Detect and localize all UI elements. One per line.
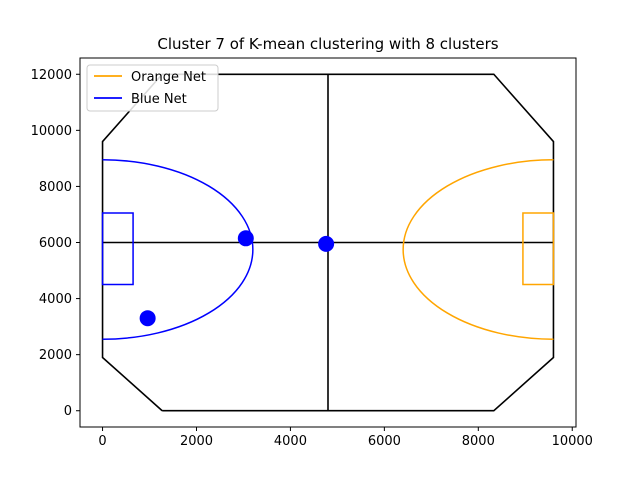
plot-area-frame xyxy=(79,57,577,428)
y-tick-label: 4000 xyxy=(39,292,72,307)
x-tick-label: 2000 xyxy=(180,434,213,449)
chart-title: Cluster 7 of K-mean clustering with 8 cl… xyxy=(157,35,498,53)
y-tick-label: 8000 xyxy=(39,180,72,195)
y-tick-label: 12000 xyxy=(31,68,72,83)
scatter-point-2 xyxy=(139,310,156,327)
y-tick-label: 10000 xyxy=(31,124,72,139)
x-tick-label: 0 xyxy=(98,434,106,449)
x-tick-label: 10000 xyxy=(552,434,593,449)
orange-net-box xyxy=(522,212,555,286)
y-tick-label: 6000 xyxy=(39,236,72,251)
y-tick-label: 2000 xyxy=(39,348,72,363)
blue-net-arc xyxy=(102,159,254,340)
legend-label-orange-net: Orange Net xyxy=(131,70,206,85)
x-tick-label: 4000 xyxy=(274,434,307,449)
orange-net-arc xyxy=(402,159,554,340)
scatter-point-0 xyxy=(237,230,254,247)
axis-ticks: 0 2000 4000 6000 8000 10000 0 2000 4000 6000 8000 1… xyxy=(31,68,593,449)
legend: Orange Net Blue Net xyxy=(86,64,219,112)
plot-content xyxy=(101,73,555,412)
x-tick-label: 8000 xyxy=(462,434,495,449)
x-tick-label: 6000 xyxy=(368,434,401,449)
field-outline xyxy=(101,73,555,412)
blue-net-box xyxy=(101,212,134,286)
legend-label-blue-net: Blue Net xyxy=(131,92,187,107)
scatter-point-1 xyxy=(318,235,335,252)
y-tick-label: 0 xyxy=(64,404,72,419)
